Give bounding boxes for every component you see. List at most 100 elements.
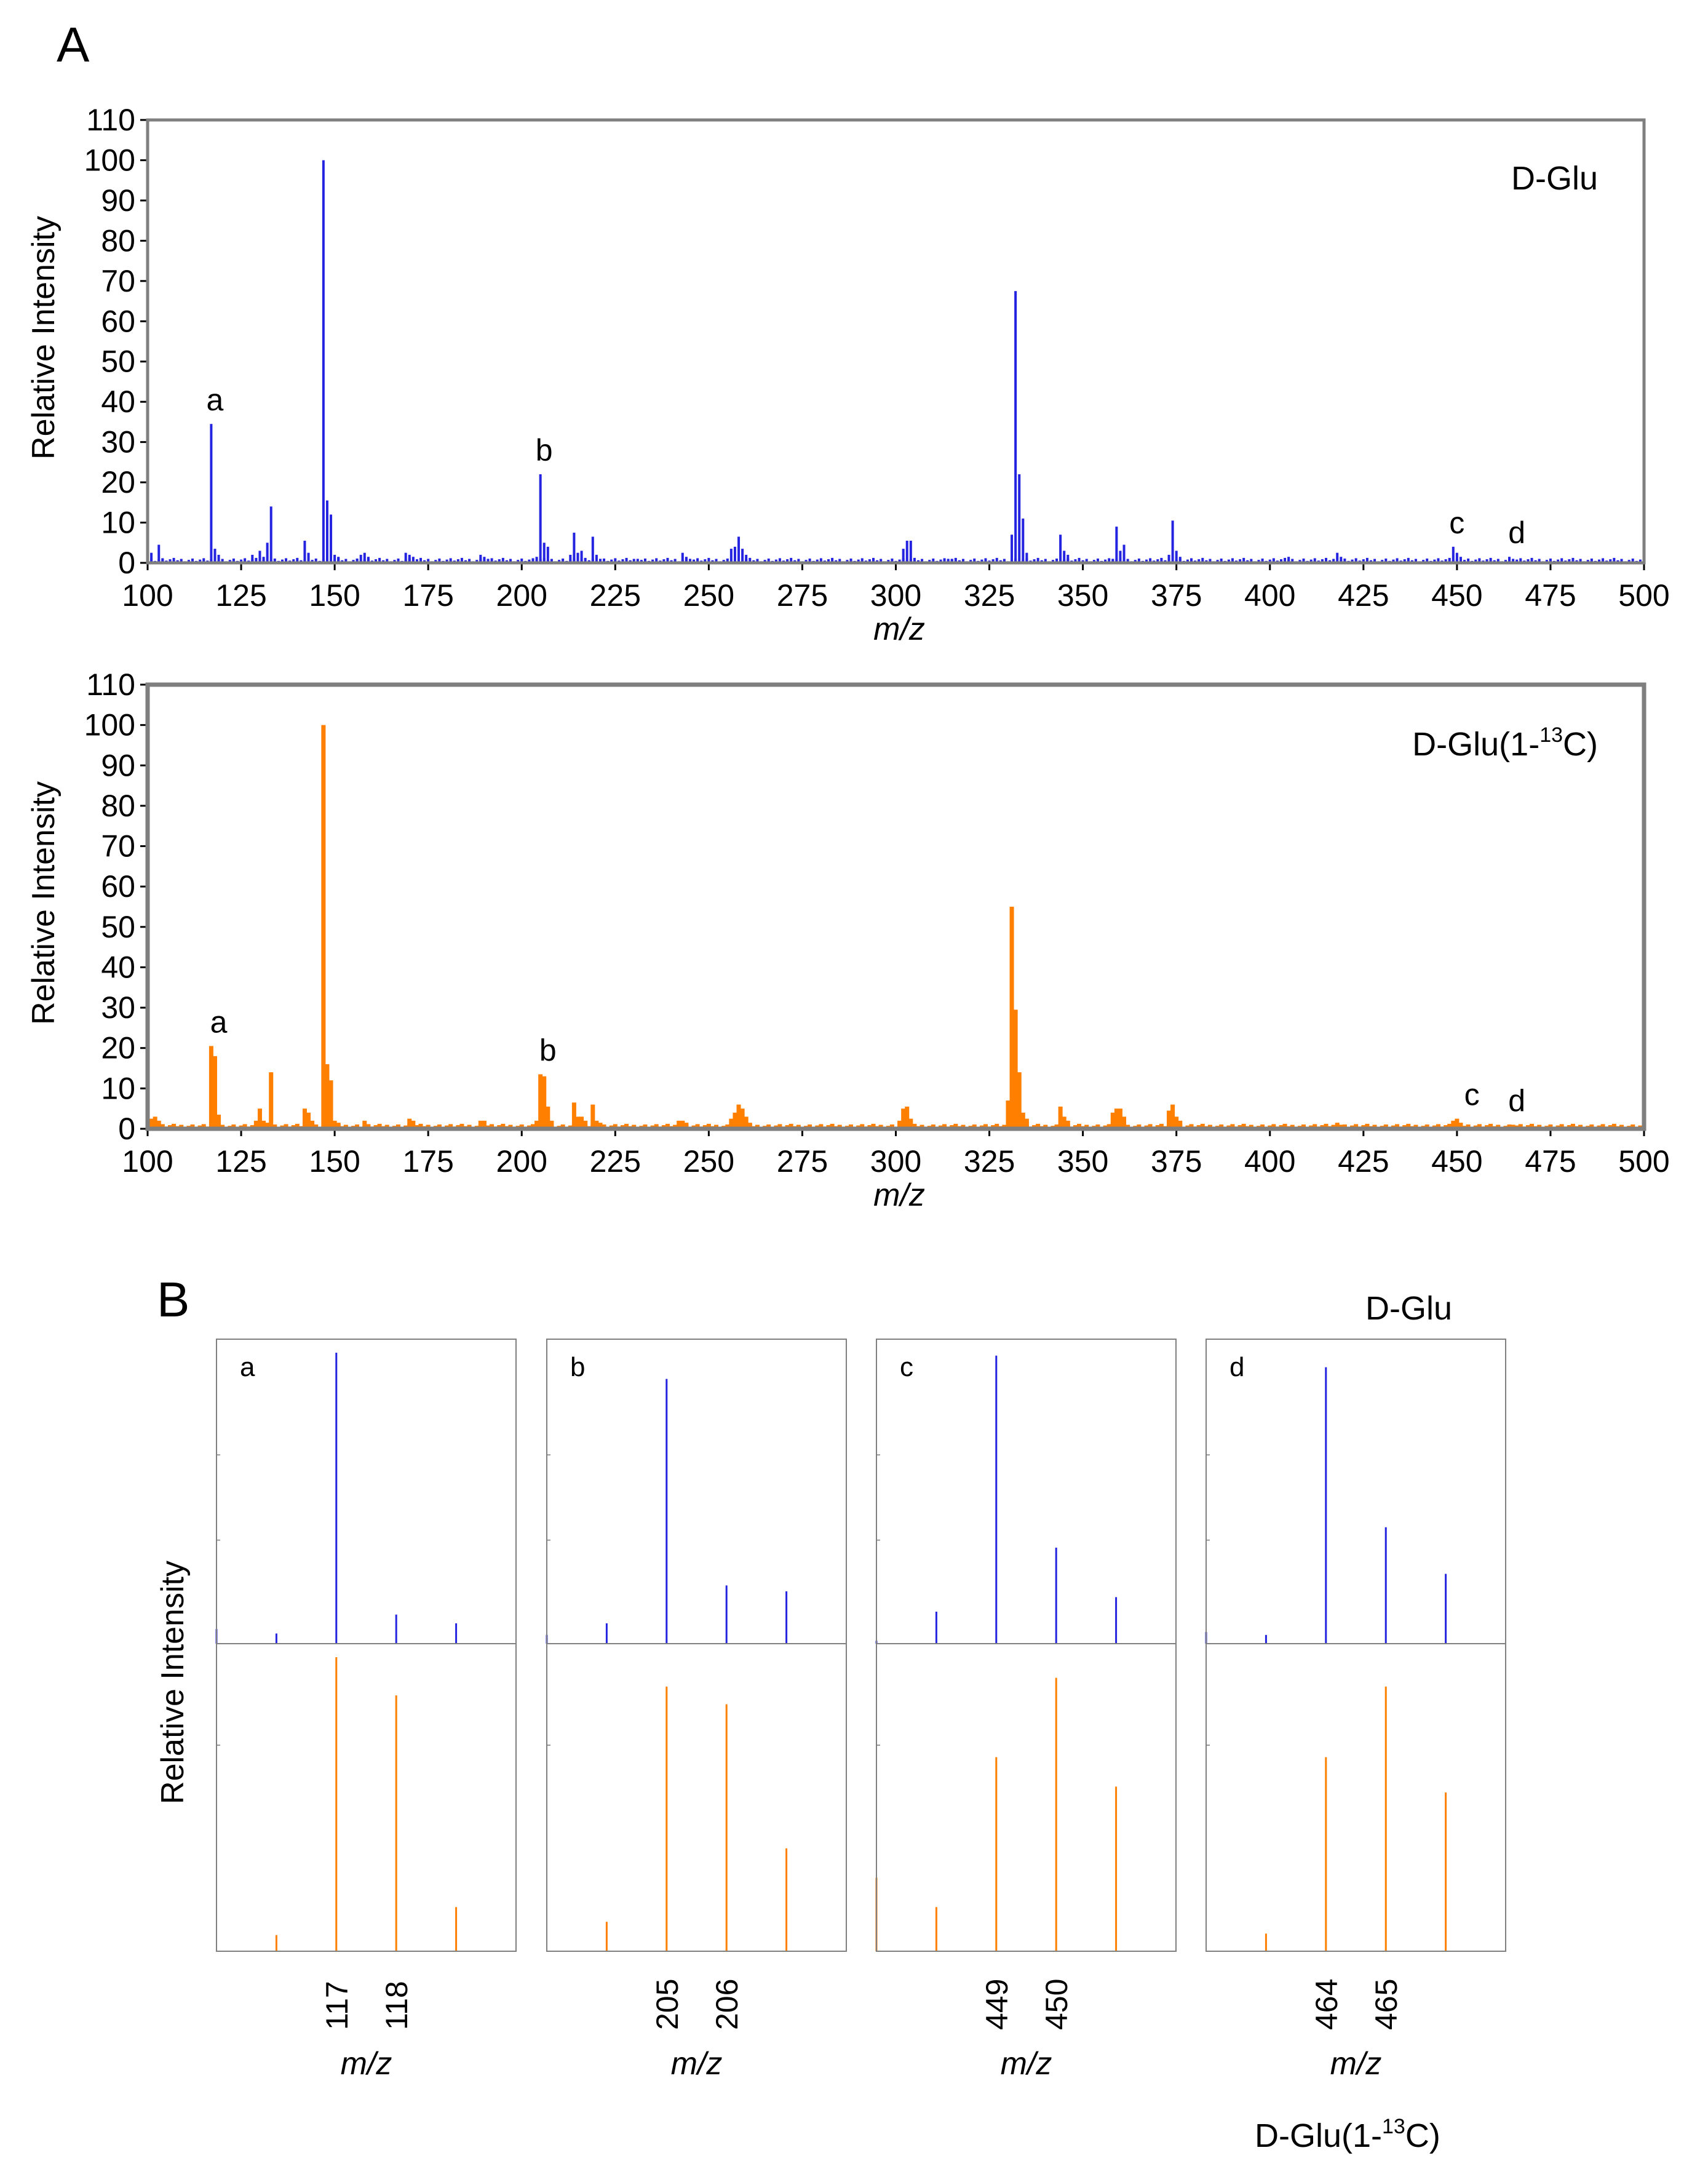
noise-bar bbox=[898, 559, 901, 563]
spectrum-bar bbox=[1287, 557, 1290, 563]
x-tick-label: 450 bbox=[1431, 578, 1482, 613]
spectrum-bar bbox=[1065, 1120, 1070, 1129]
noise-bar bbox=[366, 1124, 371, 1129]
y-tick-label: 90 bbox=[101, 183, 135, 218]
spectrum-bar bbox=[546, 1106, 550, 1129]
noise-bar bbox=[1268, 559, 1271, 563]
noise-bar bbox=[501, 1123, 506, 1129]
noise-bar bbox=[509, 559, 512, 563]
noise-bar bbox=[1261, 559, 1264, 563]
noise-bar bbox=[284, 1124, 288, 1129]
bottom-frame bbox=[1206, 1643, 1506, 1952]
noise-bar bbox=[285, 558, 288, 563]
spectrum-bar bbox=[680, 1120, 685, 1129]
spectrum-bar bbox=[411, 557, 415, 563]
spectrum-bar bbox=[261, 1120, 266, 1129]
spectrum-bar bbox=[266, 543, 269, 563]
spectrum-bar bbox=[322, 160, 325, 563]
spectrum-bar bbox=[217, 554, 220, 563]
x-tick-label: 500 bbox=[1618, 1144, 1669, 1179]
noise-bar bbox=[191, 559, 194, 563]
spectrum-bar bbox=[1011, 535, 1014, 563]
spectrum-bar bbox=[542, 1076, 547, 1129]
spectrum-bar bbox=[210, 424, 213, 563]
noise-bar bbox=[621, 559, 624, 563]
noise-bar bbox=[1590, 559, 1593, 563]
spectrum-bar bbox=[571, 1102, 576, 1129]
noise-bar bbox=[756, 559, 759, 563]
x-tick-label: 205 bbox=[650, 1979, 685, 2030]
noise-bar bbox=[1392, 559, 1395, 563]
x-tick-label: 175 bbox=[402, 578, 453, 613]
noise-bar bbox=[520, 559, 523, 563]
spectrum-bar bbox=[741, 549, 744, 563]
noise-bar bbox=[749, 557, 752, 563]
panel-b-chart-c: c 449 450 m/z bbox=[875, 1339, 1177, 2082]
noise-bar bbox=[1611, 1123, 1616, 1129]
noise-bar bbox=[169, 559, 172, 563]
noise-bar bbox=[1324, 557, 1327, 563]
spectrum-bar bbox=[580, 551, 583, 563]
spectrum-bar bbox=[1167, 1110, 1172, 1129]
noise-bar bbox=[1609, 559, 1612, 563]
noise-bar bbox=[1414, 559, 1417, 563]
spectrum-bar bbox=[363, 552, 366, 563]
spectrum-bar bbox=[303, 541, 306, 563]
chart-a-top-title: D-Glu bbox=[1511, 160, 1598, 197]
spectrum-bar bbox=[1174, 1116, 1179, 1129]
noise-bar bbox=[1198, 559, 1201, 563]
noise-bar bbox=[654, 1124, 659, 1129]
spectrum-bar bbox=[534, 1120, 539, 1129]
noise-bar bbox=[519, 1124, 524, 1129]
noise-bar bbox=[160, 1124, 165, 1129]
spectrum-bar bbox=[902, 549, 905, 563]
spectrum-bar bbox=[1170, 1104, 1175, 1129]
noise-bar bbox=[1137, 559, 1140, 563]
noise-bar bbox=[1407, 557, 1410, 563]
noise-bar bbox=[849, 559, 852, 563]
chart-a-top-ylabel: Relative Intensity bbox=[26, 216, 62, 460]
noise-bar bbox=[1549, 559, 1552, 563]
x-tick-label: 500 bbox=[1618, 578, 1669, 613]
noise-bar bbox=[240, 559, 243, 563]
spectrum-bar bbox=[594, 1120, 599, 1129]
noise-bar bbox=[1620, 559, 1623, 563]
spectrum-bar bbox=[356, 559, 359, 563]
noise-bar bbox=[790, 557, 793, 563]
noise-bar bbox=[624, 1123, 629, 1129]
noise-bar bbox=[1324, 1123, 1329, 1129]
noise-bar bbox=[831, 557, 834, 563]
y-tick-label: 10 bbox=[101, 1071, 135, 1105]
noise-bar bbox=[437, 1124, 442, 1129]
noise-bar bbox=[456, 559, 459, 563]
noise-bar bbox=[531, 558, 534, 563]
spectrum-bar bbox=[595, 554, 598, 563]
noise-bar bbox=[725, 1124, 730, 1129]
spectrum-bar bbox=[905, 541, 908, 563]
noise-bar bbox=[1332, 559, 1335, 563]
x-tick-label: 465 bbox=[1369, 1979, 1404, 2030]
spectrum-bar bbox=[253, 1120, 258, 1129]
spectrum-bar bbox=[478, 1120, 483, 1129]
noise-bar bbox=[972, 1124, 977, 1129]
noise-bar bbox=[1159, 1123, 1164, 1129]
y-tick-label: 20 bbox=[101, 465, 135, 499]
noise-bar bbox=[610, 559, 613, 563]
spectrum-bar bbox=[404, 552, 407, 563]
noise-bar bbox=[1519, 558, 1522, 563]
top-frame bbox=[876, 1339, 1177, 1644]
spectrum-bar bbox=[149, 1118, 154, 1129]
top-frame bbox=[1206, 1339, 1506, 1644]
noise-bar bbox=[767, 559, 770, 563]
x-tick-label: 117 bbox=[320, 1981, 354, 2030]
spectrum-bar bbox=[681, 552, 684, 563]
spectrum-bar bbox=[156, 1120, 161, 1129]
spectrum-bar bbox=[310, 1120, 315, 1129]
noise-bar bbox=[1201, 557, 1204, 563]
noise-bar bbox=[1272, 558, 1275, 563]
noise-bar bbox=[1570, 1123, 1575, 1129]
peak-annotation-c: c bbox=[1464, 1078, 1480, 1112]
noise-bar bbox=[180, 559, 183, 563]
spectrum-bar bbox=[1022, 519, 1025, 563]
spectrum-bar bbox=[321, 725, 326, 1129]
